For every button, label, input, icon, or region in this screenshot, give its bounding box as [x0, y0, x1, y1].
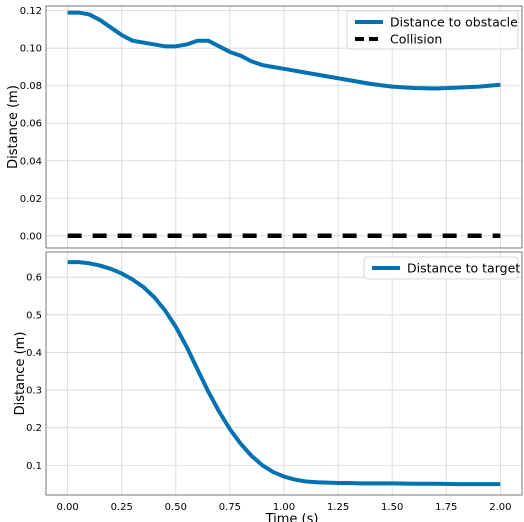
x-tick-label: 1.75: [435, 502, 457, 513]
y-axis-label: Distance (m): [6, 85, 21, 169]
y-tick-label: 0.5: [26, 310, 42, 321]
y-axis-label: Distance (m): [13, 332, 28, 416]
legend: Distance to obstacle Collision: [346, 10, 519, 50]
y-tick-label: 0.3: [26, 386, 42, 397]
x-axis-label: Time (s): [265, 512, 319, 522]
x-tick-label: 0.00: [57, 502, 79, 513]
x-tick-label: 1.00: [273, 502, 295, 513]
series-line-distance-to-obstacle: [67, 10, 501, 91]
legend-label: Collision: [390, 32, 442, 47]
y-tick-label: 0.2: [26, 423, 42, 434]
axes-frame: [45, 5, 523, 249]
x-tick-label: 1.50: [381, 502, 403, 513]
y-tick-label: 0.4: [26, 348, 42, 359]
legend-label: Distance to obstacle: [390, 15, 518, 30]
legend-box: [346, 10, 519, 50]
x-tick-label: 0.50: [165, 502, 187, 513]
y-tick-label: 0.06: [20, 119, 42, 130]
legend-box: [363, 256, 519, 280]
x-tick-label: 0.75: [219, 502, 241, 513]
axes-frame: [45, 251, 523, 496]
legend-label: Distance to target: [407, 261, 520, 276]
chart-panel-1: 0.00 0.02 0.04 0.06 0.08 0.10 0.12 Distance (m)…: [6, 5, 523, 249]
y-tick-label: 0.00: [20, 231, 42, 242]
y-tick-label: 0.10: [20, 44, 42, 55]
y-tick-label: 0.12: [20, 6, 42, 17]
x-tick-label: 0.25: [111, 502, 133, 513]
chart-panel-2: 0.00 0.25 0.50 0.75 1.00 1.25 1.50 1.75 2.00 0.1 0…: [13, 251, 523, 522]
series-line-distance-to-target: [67, 260, 501, 487]
x-tick-label: 1.25: [327, 502, 349, 513]
y-tick-label: 0.08: [20, 81, 42, 92]
y-tick-label: 0.04: [20, 156, 42, 167]
y-tick-label: 0.02: [20, 194, 42, 205]
y-tick-label: 0.6: [26, 273, 42, 284]
y-tick-label: 0.1: [26, 461, 42, 472]
x-tick-label: 2.00: [489, 502, 511, 513]
legend: Distance to target: [363, 256, 520, 280]
